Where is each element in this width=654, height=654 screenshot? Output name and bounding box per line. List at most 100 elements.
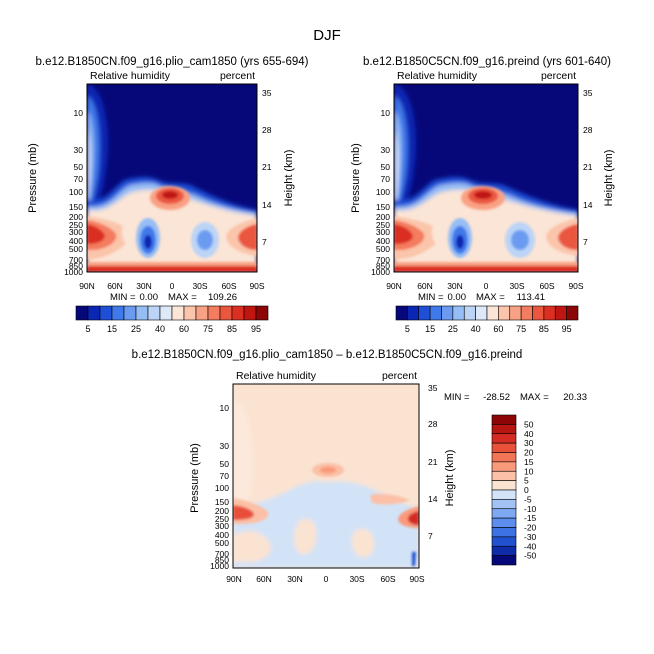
colorbar-swatch xyxy=(111,305,125,321)
colorbar-swatch xyxy=(520,305,533,321)
min-label: MIN = xyxy=(110,292,136,303)
colorbar-label: 85 xyxy=(539,324,549,334)
height-tick-label: 28 xyxy=(583,125,593,135)
y-tick-labels: 10 30 50 70 100 150 200 250 300 400 500 … xyxy=(210,403,229,571)
colorbar-swatch xyxy=(219,305,233,321)
x-tick-label: 90S xyxy=(409,574,424,584)
x-tick-labels: 90N 60N 30N 0 30S 60S 90S xyxy=(79,281,265,291)
colorbar-swatch xyxy=(486,305,499,321)
y-tick-label: 200 xyxy=(376,212,390,222)
y-tick-label: 100 xyxy=(69,187,83,197)
colorbar-swatch xyxy=(87,305,101,321)
colorbar-swatch xyxy=(491,442,517,453)
min-value: 0.00 xyxy=(140,292,159,303)
variable-label: Relative humidity xyxy=(397,70,478,82)
min-value: 0.00 xyxy=(448,292,467,303)
colorbar-swatch xyxy=(418,305,431,321)
colorbar-swatch xyxy=(491,480,517,491)
y-tick-label: 100 xyxy=(376,187,390,197)
colorbar-swatch xyxy=(491,508,517,519)
x-tick-label: 60N xyxy=(417,281,433,291)
x-tick-label: 60S xyxy=(380,574,395,584)
colorbar-label: -20 xyxy=(524,523,537,533)
y-tick-label: 300 xyxy=(69,227,83,237)
colorbar-swatch xyxy=(255,305,269,321)
y-tick-labels-right: 35 28 21 14 7 xyxy=(428,383,438,541)
colorbar-swatch xyxy=(243,305,257,321)
colorbar-label: -30 xyxy=(524,532,537,542)
height-tick-label: 7 xyxy=(583,237,588,247)
y-tick-label: 500 xyxy=(376,244,390,254)
panel-difference: b.e12.B1850CN.f09_g16.plio_cam1850 – b.e… xyxy=(132,349,587,584)
colorbar-label: -10 xyxy=(524,504,537,514)
colorbar-swatch xyxy=(171,305,185,321)
max-value: 113.41 xyxy=(517,292,545,303)
colorbar-label: 95 xyxy=(562,324,572,334)
y-tick-label: 1000 xyxy=(64,267,83,277)
colorbar-label: 25 xyxy=(131,324,141,334)
height-tick-label: 14 xyxy=(262,200,272,210)
colorbar-swatch xyxy=(491,555,517,566)
y-tick-label: 500 xyxy=(69,244,83,254)
colorbar-swatch xyxy=(429,305,442,321)
y-tick-label: 250 xyxy=(376,220,390,230)
contour-field xyxy=(233,384,419,568)
colorbar-swatch xyxy=(183,305,197,321)
x-tick-label: 90S xyxy=(568,281,583,291)
y-tick-label: 700 xyxy=(215,549,229,559)
colorbar-swatch xyxy=(463,305,476,321)
height-tick-label: 14 xyxy=(583,200,593,210)
y-tick-labels-right: 35 28 21 14 7 xyxy=(583,88,593,247)
colorbar-label: -15 xyxy=(524,513,537,523)
colorbar-swatch xyxy=(491,489,517,500)
height-tick-label: 7 xyxy=(428,531,433,541)
colorbar-swatch xyxy=(566,305,579,321)
max-label: MAX = xyxy=(476,292,505,303)
y-axis-label-right: Height (km) xyxy=(444,450,456,507)
colorbar-label: 85 xyxy=(227,324,237,334)
y-tick-label: 10 xyxy=(74,108,84,118)
y-tick-label: 400 xyxy=(376,236,390,246)
min-label: MIN = xyxy=(418,292,444,303)
y-tick-labels-right: 35 28 21 14 7 xyxy=(262,88,272,247)
colorbar-label: 15 xyxy=(425,324,435,334)
x-tick-label: 90N xyxy=(386,281,402,291)
height-tick-label: 28 xyxy=(428,419,438,429)
y-tick-label: 70 xyxy=(74,174,84,184)
colorbar: 5 15 25 40 60 75 85 95 xyxy=(395,305,579,334)
colorbar-swatch xyxy=(231,305,245,321)
colorbar-swatch xyxy=(543,305,556,321)
x-tick-label: 60N xyxy=(107,281,123,291)
units-label: percent xyxy=(382,370,417,382)
y-tick-label: 700 xyxy=(376,255,390,265)
colorbar-swatch xyxy=(491,461,517,472)
y-tick-label: 30 xyxy=(381,145,391,155)
colorbar-swatch xyxy=(491,499,517,510)
height-tick-label: 14 xyxy=(428,494,438,504)
x-tick-label: 60S xyxy=(221,281,236,291)
colorbar-label: 95 xyxy=(251,324,261,334)
colorbar-swatch xyxy=(159,305,173,321)
y-tick-label: 1000 xyxy=(371,267,390,277)
x-tick-label: 30S xyxy=(192,281,207,291)
y-tick-label: 400 xyxy=(69,236,83,246)
colorbar-swatch xyxy=(491,452,517,463)
colorbar-label: 75 xyxy=(516,324,526,334)
colorbar-swatch xyxy=(491,545,517,556)
colorbar-label: 5 xyxy=(524,476,529,486)
colorbar-swatch xyxy=(195,305,209,321)
y-tick-label: 150 xyxy=(215,497,229,507)
colorbar-label: 20 xyxy=(524,448,534,458)
y-tick-label: 850 xyxy=(376,261,390,271)
colorbar-label: 60 xyxy=(493,324,503,334)
y-tick-labels: 10 30 50 70 100 150 200 250 300 400 500 … xyxy=(371,108,390,277)
x-tick-label: 30N xyxy=(136,281,152,291)
colorbar-swatch xyxy=(135,305,149,321)
y-tick-labels: 10 30 50 70 100 150 200 250 300 400 500 … xyxy=(64,108,83,277)
height-tick-label: 35 xyxy=(428,383,438,393)
y-tick-label: 10 xyxy=(220,403,230,413)
colorbar-label: -5 xyxy=(524,494,532,504)
colorbar-swatch xyxy=(491,424,517,435)
x-tick-label: 0 xyxy=(484,281,489,291)
